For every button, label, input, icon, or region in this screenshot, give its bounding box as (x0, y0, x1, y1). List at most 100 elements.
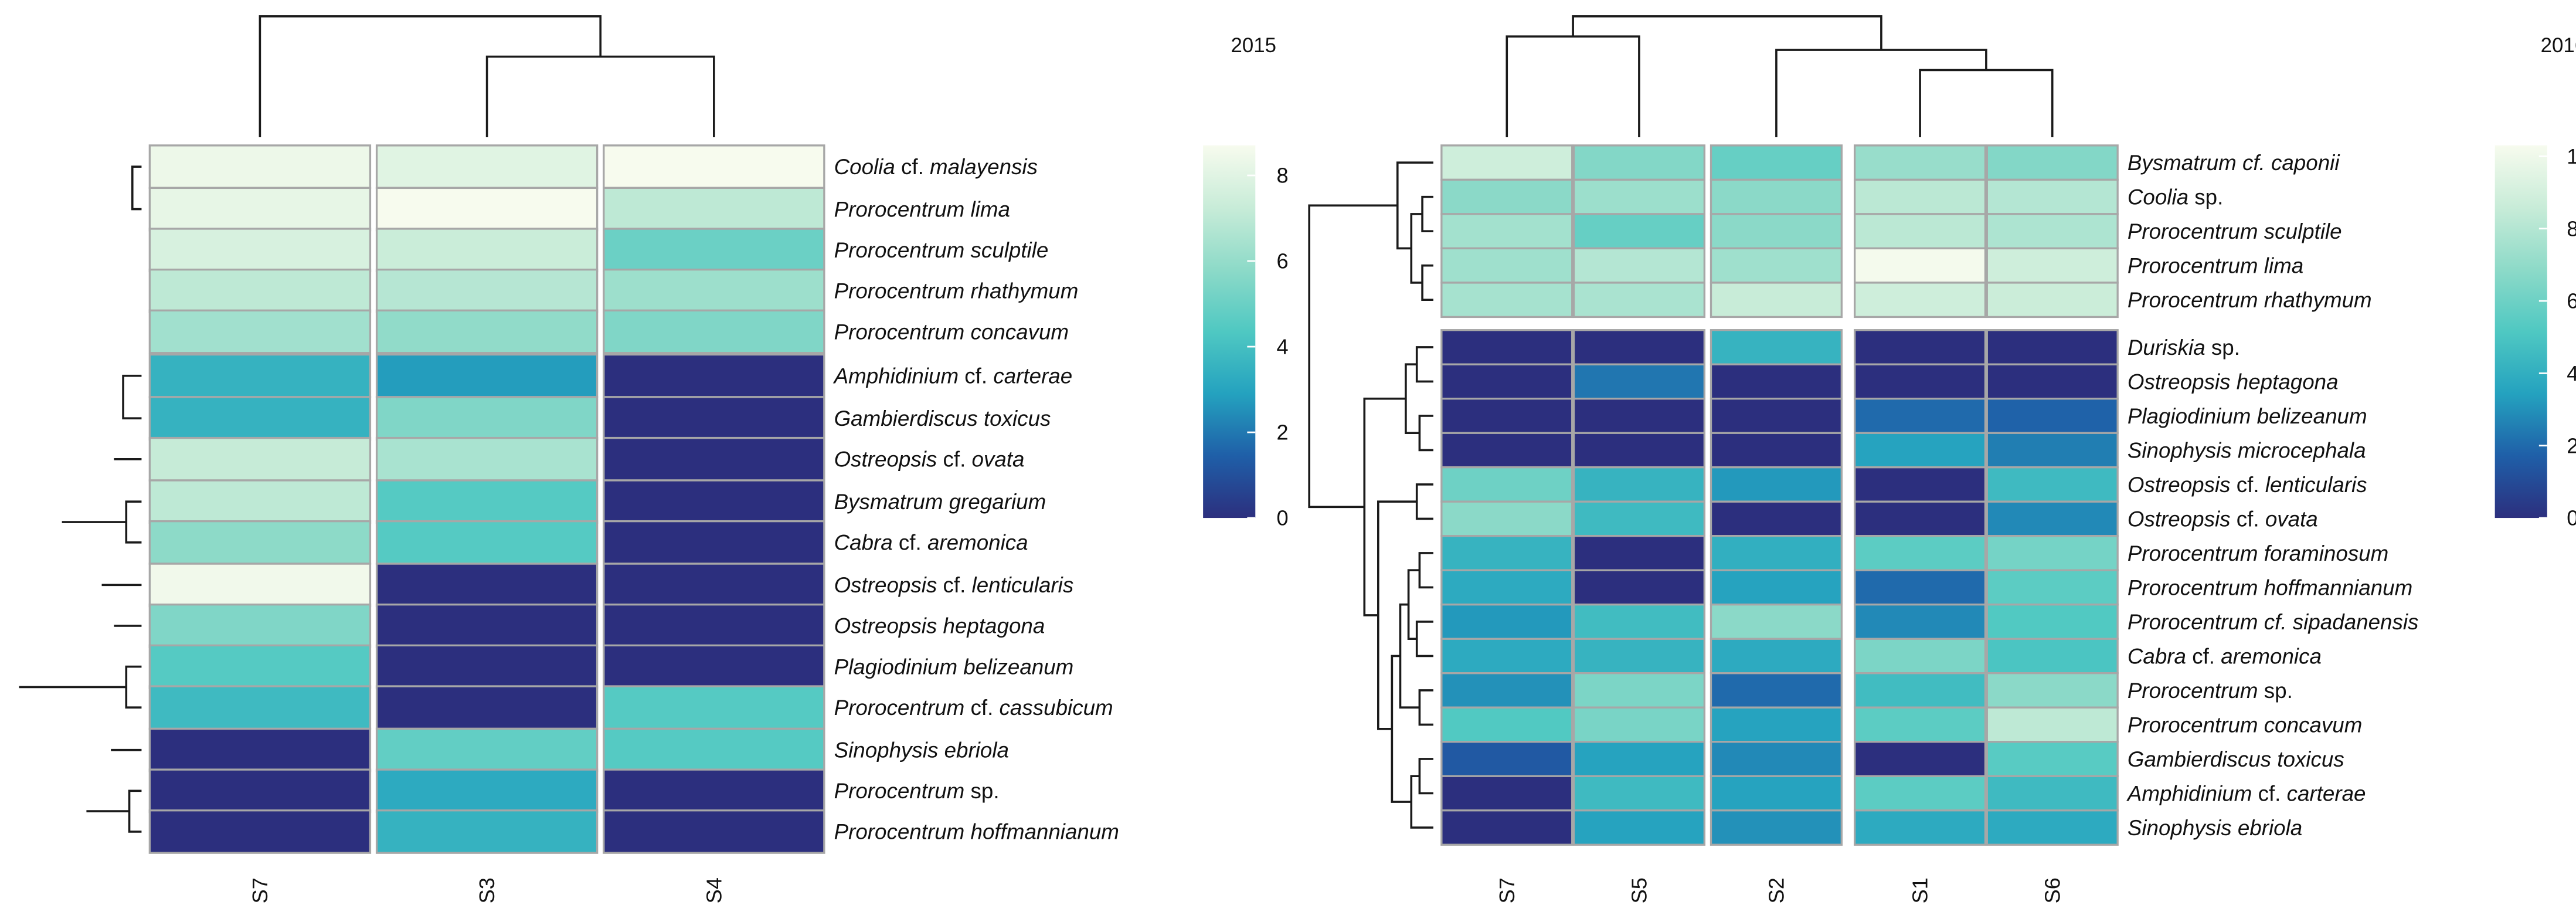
heatmap-cell (1986, 432, 2119, 469)
heatmap-cell (1853, 809, 1987, 846)
heatmap-cell (1710, 144, 1843, 181)
heatmap-cell (1986, 809, 2119, 846)
heatmap-cell (1853, 741, 1987, 777)
row-label: Cabra cf. aremonica (2128, 644, 2322, 668)
colorbar-tick-label: 6 (2567, 289, 2576, 313)
heatmap-cell (148, 604, 372, 648)
heatmap-cell (1986, 741, 2119, 777)
heatmap-cell (1572, 466, 1706, 503)
heatmap-cell (1572, 672, 1706, 709)
column-dendrogram-branch (1919, 69, 2054, 137)
heatmap-cell (1986, 213, 2119, 250)
heatmap-cell (1853, 432, 1987, 469)
heatmap-cell (1440, 809, 1574, 846)
row-label: Cabra cf. aremonica (834, 531, 1028, 555)
heatmap-cell (1986, 706, 2119, 743)
heatmap-cell (1986, 775, 2119, 812)
heatmap-cell (1853, 247, 1987, 284)
heatmap-cell (1710, 569, 1843, 606)
heatmap-cell (1440, 638, 1574, 675)
row-dendrogram-branch (1421, 195, 1433, 232)
heatmap-cell (1710, 672, 1843, 709)
row-label: Amphidinium cf. carterae (2126, 781, 2366, 805)
row-dendrogram-branch (1418, 552, 1433, 589)
heatmap-cell (1710, 466, 1843, 503)
heatmap-cell (1572, 398, 1706, 434)
row-label: Prorocentrum cf. sipadanensis (2128, 610, 2419, 634)
row-label: Bysmatrum cf. caponii (2128, 151, 2340, 175)
row-label: Bysmatrum gregarium (834, 490, 1046, 514)
heatmap-cell (1986, 363, 2119, 400)
heatmap-cell (1572, 213, 1706, 250)
heatmap-cell (603, 562, 825, 608)
row-label: Prorocentrum rhathymum (2128, 288, 2372, 312)
row-label: Prorocentrum hoffmannianum (834, 820, 1119, 844)
heatmap-cell (1440, 500, 1574, 537)
row-dendrogram-branch (1415, 483, 1433, 520)
heatmap-cell (1853, 178, 1987, 215)
heatmap-cell (1710, 638, 1843, 675)
row-dendrogram-branch (1418, 689, 1433, 726)
heatmap-cell (148, 479, 372, 524)
heatmap-cell (1572, 144, 1706, 181)
row-dendrogram-branch (1391, 655, 1412, 803)
row-label: Prorocentrum concavum (834, 320, 1069, 344)
heatmap-cell (1986, 178, 2119, 215)
heatmap-2015: 2015 Coolia cf. malayensis Prorocentrum li… (19, 15, 1289, 903)
row-dendrogram-branch (1418, 758, 1433, 795)
heatmap-cell (603, 479, 825, 524)
heatmap-cell (1986, 398, 2119, 434)
heatmap-cell (1710, 500, 1843, 537)
row-dendrogram-branch (1415, 621, 1433, 658)
row-label: Prorocentrum sculptile (2128, 219, 2342, 243)
colorbar-tick-label: 4 (2567, 361, 2576, 385)
row-dendrogram-branch (1421, 264, 1433, 301)
row-label: Prorocentrum concavum (2128, 713, 2363, 737)
heatmap-cell (148, 727, 372, 772)
row-label: Coolia cf. malayensis (834, 155, 1038, 179)
row-label: Prorocentrum lima (2128, 253, 2303, 277)
heatmap-cell (375, 353, 599, 398)
heatmap-cell (603, 604, 825, 648)
row-dendrogram-branch (1418, 415, 1433, 452)
heatmap-cell (148, 187, 372, 232)
heatmap-cell (1572, 741, 1706, 777)
heatmap-cell (148, 768, 372, 814)
heatmap-cell (1853, 466, 1987, 503)
column-dendrogram-branch (259, 15, 602, 137)
row-dendrogram-branch (1407, 569, 1420, 640)
heatmap-cell (1440, 672, 1574, 709)
heatmap-cell (1572, 535, 1706, 571)
row-label: Plagiodinium belizeanum (834, 655, 1074, 679)
heatmap-cell (148, 144, 372, 189)
heatmap-cell (1986, 282, 2119, 318)
heatmap-cell (1440, 329, 1574, 365)
row-dendrogram-branch (1377, 500, 1417, 730)
heatmap-cell (603, 520, 825, 565)
heatmap-cell (1710, 741, 1843, 777)
heatmap-cell (1440, 282, 1574, 318)
row-label: Duriskia sp. (2128, 336, 2240, 360)
heatmap-cell (1710, 775, 1843, 812)
heatmap-cell (1986, 672, 2119, 709)
heatmap-cell (1853, 604, 1987, 640)
heatmap-cell (375, 228, 599, 273)
heatmap-cell (603, 353, 825, 398)
heatmap-cell (1710, 282, 1843, 318)
heatmap-cell (148, 228, 372, 273)
heatmap-cell (1853, 672, 1987, 709)
column-label: S7 (1495, 877, 1519, 903)
colorbar-tick-label: 2 (1276, 421, 1288, 445)
heatmap-cell (1853, 569, 1987, 606)
column-label: S5 (1627, 877, 1651, 903)
colorbar-tick-label: 0 (2567, 506, 2576, 530)
heatmap-cell (1853, 213, 1987, 250)
column-label: S7 (248, 877, 272, 903)
heatmap-cell (1572, 500, 1706, 537)
row-dendrogram-branch (1410, 775, 1433, 829)
row-label: Prorocentrum lima (834, 197, 1010, 221)
heatmap-cell (1986, 329, 2119, 365)
row-label: Sinophysis ebriola (2128, 816, 2302, 840)
colorbar (1203, 145, 1256, 518)
heatmap-cell (1440, 432, 1574, 469)
